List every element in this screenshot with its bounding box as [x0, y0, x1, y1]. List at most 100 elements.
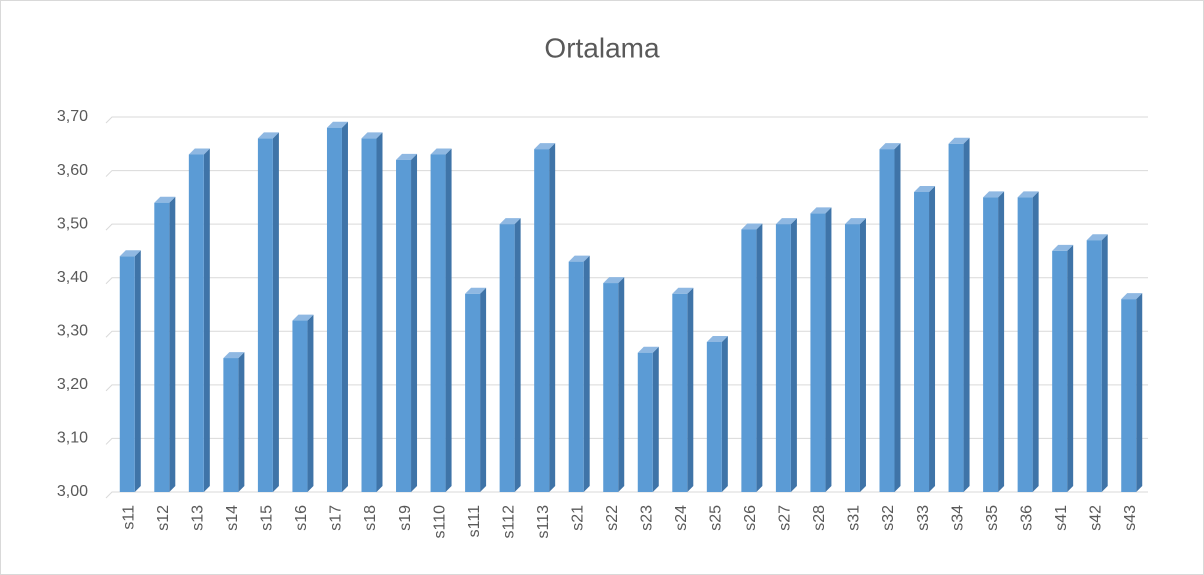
bar	[1017, 197, 1033, 492]
bar-top	[1121, 293, 1143, 300]
bar-side	[929, 186, 936, 492]
bar	[534, 149, 550, 492]
bar	[292, 320, 308, 492]
bar-top	[637, 346, 659, 353]
bar	[257, 138, 273, 492]
bar	[1052, 250, 1068, 492]
x-tick-label: s36	[1018, 505, 1035, 531]
bar-side	[1136, 293, 1143, 492]
bar-top	[1017, 191, 1039, 198]
bar-top	[326, 121, 348, 128]
x-tick-label: s26	[742, 505, 759, 531]
bar	[326, 127, 342, 492]
bar-side	[341, 121, 348, 492]
bar-side	[376, 132, 383, 492]
x-tick-label: s34	[949, 505, 966, 531]
bar	[465, 293, 481, 492]
bar-side	[859, 218, 866, 492]
grid-line	[105, 491, 1148, 499]
bar	[1121, 299, 1137, 492]
x-tick-label: s33	[915, 505, 932, 531]
x-tick-label: s16	[293, 505, 310, 531]
x-tick-label: s27	[777, 505, 794, 531]
bar-side	[652, 346, 659, 492]
x-tick-label: s32	[880, 505, 897, 531]
bar	[983, 197, 999, 492]
grid-line	[105, 223, 1148, 231]
y-tick-label: 3,40	[57, 269, 88, 286]
bar-side	[514, 218, 521, 492]
bar	[361, 138, 377, 492]
y-tick-label: 3,10	[57, 430, 88, 447]
bar-top	[465, 287, 487, 294]
x-tick-label: s17	[328, 505, 345, 531]
bar	[879, 149, 895, 492]
bar-top	[430, 148, 452, 155]
grid-line	[105, 330, 1148, 338]
bar-top	[292, 314, 314, 321]
bar-side	[721, 336, 728, 492]
bar-top	[879, 143, 901, 150]
bar-top	[844, 218, 866, 225]
bar-top	[361, 132, 383, 139]
x-tick-label: s23	[638, 505, 655, 531]
bar-side	[1101, 234, 1108, 492]
bar	[637, 352, 653, 492]
bar-side	[480, 287, 487, 492]
bar	[914, 192, 930, 492]
y-tick-label: 3,60	[57, 162, 88, 179]
bar-side	[618, 277, 625, 492]
bar-top	[603, 277, 625, 284]
bar-side	[445, 148, 452, 492]
y-tick-label: 3,00	[57, 483, 88, 500]
bar-top	[188, 148, 210, 155]
bar	[188, 154, 204, 492]
bar-top	[775, 218, 797, 225]
bar	[223, 358, 239, 492]
bar-top	[534, 143, 556, 150]
x-tick-label: s28	[811, 505, 828, 531]
x-tick-label: s31	[846, 505, 863, 531]
x-tick-label: s18	[362, 505, 379, 531]
y-tick-label: 3,20	[57, 376, 88, 393]
bar-side	[238, 352, 245, 492]
bar-side	[790, 218, 797, 492]
bar-top	[672, 287, 694, 294]
x-tick-label: s19	[397, 505, 414, 531]
x-tick-label: s111	[466, 505, 483, 537]
x-tick-label: s25	[708, 505, 725, 531]
bar-top	[119, 250, 141, 257]
bar	[119, 256, 135, 492]
bar-top	[706, 336, 728, 342]
bar	[396, 159, 412, 492]
x-tick-label: s15	[259, 505, 276, 531]
bar	[741, 229, 757, 492]
bar	[810, 213, 826, 492]
bar	[603, 283, 619, 492]
bar-side	[825, 207, 832, 492]
x-tick-label: s14	[224, 505, 241, 531]
x-tick-label: s13	[190, 505, 207, 531]
bar-side	[687, 287, 694, 492]
bar-top	[810, 207, 832, 214]
x-tick-label: s42	[1087, 505, 1104, 531]
y-tick-label: 3,70	[57, 108, 88, 125]
grid-line	[105, 116, 1148, 124]
bar	[706, 342, 722, 492]
bar	[568, 261, 584, 492]
bar-side	[998, 191, 1005, 492]
x-tick-label: s21	[569, 505, 586, 531]
bar-top	[914, 186, 936, 192]
x-tick-label: s35	[984, 505, 1001, 531]
bar	[672, 293, 688, 492]
bar-top	[223, 352, 245, 359]
bar-top	[499, 218, 521, 225]
bar-top	[396, 153, 418, 160]
y-tick-label: 3,30	[57, 323, 88, 340]
x-tick-label: s113	[535, 505, 552, 539]
grid-line	[105, 170, 1148, 177]
x-tick-label: s41	[1053, 505, 1070, 531]
bar-side	[963, 137, 970, 493]
x-tick-label: s24	[673, 505, 690, 531]
